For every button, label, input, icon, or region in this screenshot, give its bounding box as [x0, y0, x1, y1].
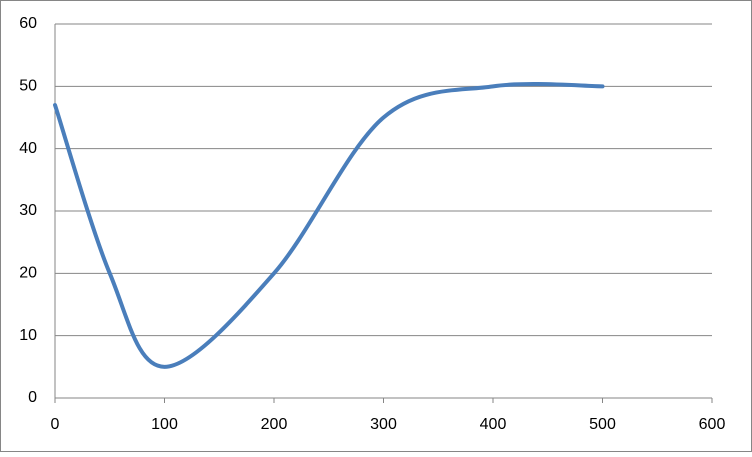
y-tick-label: 10: [19, 327, 37, 344]
x-tick-label: 200: [261, 416, 288, 433]
y-tick-label: 50: [19, 78, 37, 95]
y-tick-label: 0: [28, 389, 37, 406]
y-tick-label: 20: [19, 265, 37, 282]
x-tick-label: 500: [589, 416, 616, 433]
y-tick-label: 60: [19, 15, 37, 32]
x-tick-label: 100: [151, 416, 178, 433]
y-tick-label: 40: [19, 140, 37, 157]
x-tick-label: 400: [480, 416, 507, 433]
y-tick-label: 30: [19, 202, 37, 219]
x-tick-label: 0: [51, 416, 60, 433]
data-line: [53, 82, 605, 369]
x-tick-label: 600: [699, 416, 726, 433]
x-tick-label: 300: [370, 416, 397, 433]
